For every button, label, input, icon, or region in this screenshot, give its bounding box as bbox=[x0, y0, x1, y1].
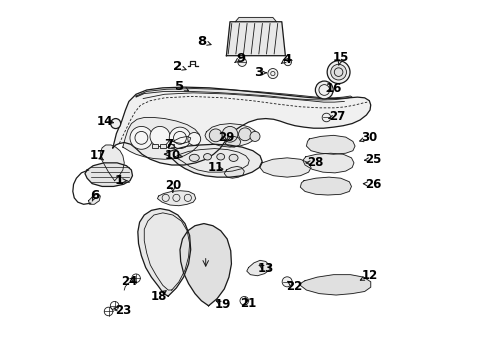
Circle shape bbox=[130, 126, 153, 149]
Polygon shape bbox=[260, 158, 311, 177]
Text: 10: 10 bbox=[165, 149, 181, 162]
Circle shape bbox=[284, 59, 292, 66]
Circle shape bbox=[282, 277, 292, 287]
Circle shape bbox=[169, 127, 191, 149]
Ellipse shape bbox=[203, 154, 211, 160]
Polygon shape bbox=[224, 166, 245, 178]
Polygon shape bbox=[247, 260, 270, 276]
Polygon shape bbox=[306, 135, 355, 154]
Text: 15: 15 bbox=[333, 51, 349, 64]
Circle shape bbox=[331, 64, 346, 80]
Text: 2: 2 bbox=[172, 60, 182, 73]
Polygon shape bbox=[300, 177, 351, 195]
Text: 28: 28 bbox=[308, 156, 324, 169]
Polygon shape bbox=[205, 123, 256, 147]
Circle shape bbox=[327, 61, 350, 84]
Polygon shape bbox=[136, 89, 352, 100]
Text: 22: 22 bbox=[286, 280, 302, 293]
Polygon shape bbox=[235, 18, 276, 22]
Bar bbox=[168, 144, 173, 148]
Circle shape bbox=[239, 128, 251, 141]
Text: 21: 21 bbox=[240, 297, 256, 310]
Ellipse shape bbox=[189, 154, 199, 161]
Text: 23: 23 bbox=[115, 304, 131, 317]
Text: 17: 17 bbox=[90, 149, 106, 162]
Polygon shape bbox=[89, 194, 100, 204]
Polygon shape bbox=[225, 136, 241, 147]
Text: 25: 25 bbox=[365, 153, 381, 166]
Text: 16: 16 bbox=[325, 82, 342, 95]
Circle shape bbox=[316, 81, 333, 99]
Text: 27: 27 bbox=[329, 110, 345, 123]
Text: 11: 11 bbox=[208, 161, 224, 174]
Polygon shape bbox=[300, 275, 371, 295]
Bar bbox=[152, 144, 158, 148]
Text: 20: 20 bbox=[165, 179, 181, 192]
Polygon shape bbox=[173, 136, 191, 144]
Polygon shape bbox=[113, 87, 371, 165]
Circle shape bbox=[268, 68, 278, 78]
Circle shape bbox=[238, 58, 246, 66]
Text: 14: 14 bbox=[97, 114, 113, 127]
Circle shape bbox=[188, 132, 201, 145]
Text: 24: 24 bbox=[121, 275, 137, 288]
Polygon shape bbox=[165, 144, 262, 177]
Text: 18: 18 bbox=[150, 289, 167, 303]
Text: 3: 3 bbox=[254, 66, 263, 79]
Text: 13: 13 bbox=[258, 262, 274, 275]
Text: 26: 26 bbox=[365, 178, 381, 191]
Circle shape bbox=[250, 131, 260, 141]
Text: 8: 8 bbox=[197, 35, 206, 48]
Text: 7: 7 bbox=[164, 139, 173, 152]
Ellipse shape bbox=[217, 154, 224, 160]
Text: 29: 29 bbox=[218, 131, 235, 144]
Circle shape bbox=[222, 126, 238, 142]
Bar bbox=[160, 144, 166, 148]
Text: 1: 1 bbox=[115, 174, 124, 187]
Ellipse shape bbox=[229, 154, 238, 161]
Circle shape bbox=[150, 126, 170, 147]
Polygon shape bbox=[123, 117, 200, 159]
Text: 30: 30 bbox=[361, 131, 377, 144]
Text: 5: 5 bbox=[175, 80, 185, 93]
Polygon shape bbox=[85, 163, 132, 186]
Polygon shape bbox=[226, 22, 285, 56]
Circle shape bbox=[209, 129, 222, 142]
Text: 9: 9 bbox=[236, 52, 245, 65]
Text: 19: 19 bbox=[215, 298, 231, 311]
Polygon shape bbox=[100, 145, 124, 181]
Polygon shape bbox=[180, 224, 231, 306]
Text: 6: 6 bbox=[90, 189, 99, 202]
Circle shape bbox=[111, 118, 121, 129]
Polygon shape bbox=[138, 208, 191, 296]
Polygon shape bbox=[157, 191, 196, 206]
Polygon shape bbox=[303, 153, 354, 173]
Text: 4: 4 bbox=[283, 53, 292, 66]
Text: 12: 12 bbox=[361, 269, 377, 282]
